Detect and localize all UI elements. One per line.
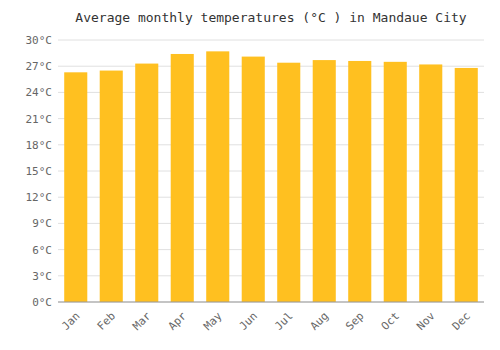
x-tick-label: Dec [450, 310, 473, 333]
x-tick-label: Apr [166, 309, 190, 333]
bar [455, 68, 478, 302]
x-axis-line [58, 302, 484, 303]
bar [242, 57, 265, 302]
x-tick-label: Aug [308, 310, 331, 333]
chart: Average monthly temperatures (°C ) in Ma… [0, 0, 500, 350]
x-tick-label: May [201, 309, 225, 333]
bar [135, 64, 158, 302]
bar [277, 63, 300, 302]
x-tick-label: Feb [95, 310, 118, 333]
y-tick-label: 9°C [32, 217, 52, 230]
x-tick-label: Jul [272, 310, 295, 333]
x-tick-label: Jun [237, 310, 260, 333]
y-tick-label: 27°C [26, 60, 53, 73]
y-tick-label: 24°C [26, 86, 53, 99]
bar [348, 61, 371, 302]
grid [58, 40, 484, 302]
bar [206, 51, 229, 302]
y-tick-label: 12°C [26, 191, 53, 204]
x-tick-label: Oct [379, 310, 402, 333]
x-tick-label: Nov [414, 309, 438, 333]
x-tick-label: Mar [130, 309, 154, 333]
y-tick-label: 6°C [32, 244, 52, 257]
bar [100, 71, 123, 302]
bars [64, 51, 478, 302]
x-tick-label: Jan [59, 310, 82, 333]
y-tick-label: 15°C [26, 165, 53, 178]
bar [64, 72, 87, 302]
bar [419, 64, 442, 302]
y-tick-label: 0°C [32, 296, 52, 309]
title: Average monthly temperatures (°C ) in Ma… [75, 10, 467, 25]
chart-container: Average monthly temperatures (°C ) in Ma… [0, 0, 500, 350]
grid-line [58, 40, 484, 41]
y-tick-label: 18°C [26, 139, 53, 152]
grid-line [58, 302, 484, 303]
bar [384, 62, 407, 302]
x-tick-label: Sep [343, 310, 366, 333]
y-tick-label: 30°C [26, 34, 53, 47]
bar [313, 60, 336, 302]
y-tick-label: 3°C [32, 270, 52, 283]
y-tick-label: 21°C [26, 113, 53, 126]
bar [171, 54, 194, 302]
